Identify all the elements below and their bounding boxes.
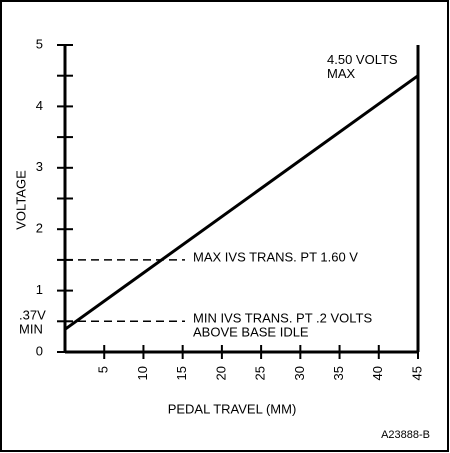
x-axis-label: PEDAL TRAVEL (MM): [168, 401, 297, 416]
figure-id: A23888-B: [381, 429, 430, 441]
end-annotation: 4.50 VOLTS: [327, 52, 398, 67]
end-annotation: MAX: [327, 66, 356, 81]
reference-label: MAX IVS TRANS. PT 1.60 V: [193, 249, 358, 264]
y-axis-label: VOLTAGE: [13, 170, 28, 230]
y-tick-label: 2: [36, 221, 43, 236]
y-tick-label: 5: [36, 36, 43, 51]
x-tick-label: 35: [331, 366, 346, 380]
start-annotation: .37V: [19, 308, 46, 323]
reference-label: ABOVE BASE IDLE: [193, 325, 309, 340]
x-tick-label: 10: [135, 366, 150, 380]
y-tick-label: 1: [36, 282, 43, 297]
x-tick-label: 30: [292, 366, 307, 380]
x-tick-label: 20: [213, 366, 228, 380]
start-annotation: MIN: [19, 322, 43, 337]
y-tick-label: 3: [36, 159, 43, 174]
x-tick-label: 25: [253, 366, 268, 380]
x-tick-label: 15: [174, 366, 189, 380]
x-tick-label: 40: [370, 366, 385, 380]
data-line: [64, 74, 419, 331]
reference-label: MIN IVS TRANS. PT .2 VOLTS: [193, 311, 372, 326]
y-tick-label: 0: [36, 343, 43, 358]
x-tick-label: 5: [96, 366, 111, 373]
x-tick-label: 45: [409, 366, 424, 380]
y-tick-label: 4: [36, 98, 43, 113]
